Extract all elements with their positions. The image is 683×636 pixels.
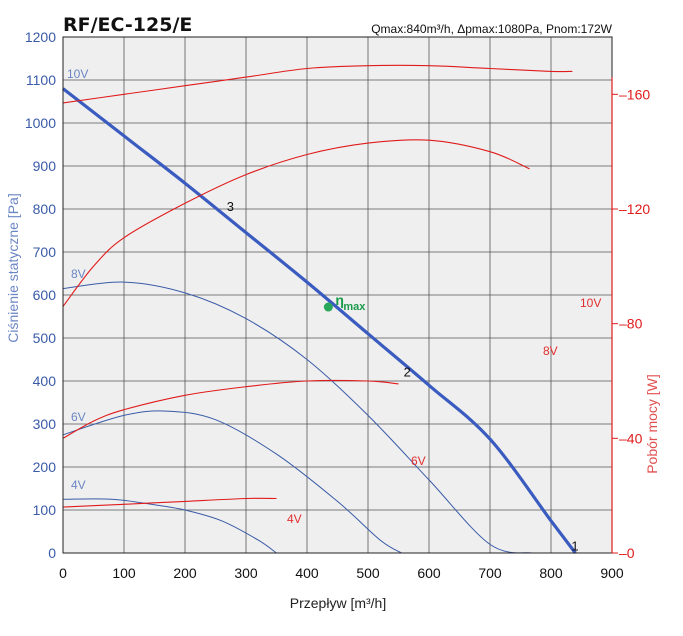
chart-title: RF/EC-125/E — [63, 14, 192, 36]
y-left-tick-label: 300 — [33, 416, 57, 432]
y-left-tick-label: 1000 — [25, 115, 56, 131]
x-axis-label: Przepływ [m³/h] — [290, 595, 386, 611]
eta-max-point — [323, 302, 333, 312]
power-curve-4V — [62, 497, 277, 508]
pressure-label: 10V — [67, 67, 88, 81]
eta-max-label: η — [335, 292, 344, 308]
pressure-curve-8V — [62, 281, 533, 554]
y-left-tick-label: 900 — [33, 158, 57, 174]
pressure-label: 8V — [71, 267, 86, 281]
pressure-label: 6V — [71, 410, 86, 424]
y-left-tick-label: 700 — [33, 244, 57, 260]
x-tick-label: 700 — [478, 565, 502, 581]
x-tick-label: 800 — [539, 565, 563, 581]
y-left-tick-label: 200 — [33, 459, 57, 475]
power-label: 10V — [580, 296, 601, 310]
y-left-tick-label: 1200 — [25, 29, 56, 45]
x-tick-label: 200 — [173, 565, 197, 581]
y-right-tick-label: –160 — [619, 86, 650, 102]
y-left-tick-label: 1100 — [26, 72, 56, 88]
pressure-curve-6V — [62, 410, 402, 554]
y-left-tick-label: 500 — [33, 330, 57, 346]
y-axis-left-label: Ciśnienie statyczne [Pa] — [5, 193, 21, 342]
y-right-tick-label: –0 — [619, 545, 635, 561]
y-left-tick-label: 100 — [33, 502, 57, 518]
x-tick-label: 900 — [600, 565, 624, 581]
system-curve-label-3: 3 — [227, 199, 234, 214]
power-label: 8V — [543, 344, 558, 358]
y-axis-right-label: Pobór mocy [W] — [644, 374, 660, 474]
power-curve-6V — [62, 379, 399, 439]
marks-layer: 10V 8V 6V 4V 10V 8V 6V 4V 1 2 3 η max — [62, 64, 601, 554]
y-left-tick-label: 0 — [48, 545, 56, 561]
power-label: 6V — [411, 454, 426, 468]
y-right-tick-label: –40 — [619, 430, 643, 446]
chart-specs: Qmax:840m³/h, Δpmax:1080Pa, Pnom:172W — [371, 22, 612, 36]
y-left-tick-label: 600 — [33, 287, 57, 303]
system-curve-label-1: 1 — [571, 539, 578, 554]
x-tick-label: 400 — [295, 565, 319, 581]
x-tick-label: 500 — [356, 565, 380, 581]
y-right-tick-label: –120 — [619, 201, 650, 217]
pressure-curve-4V — [62, 498, 277, 554]
pressure-curve-10V — [62, 87, 577, 554]
x-tick-label: 100 — [112, 565, 136, 581]
x-tick-label: 600 — [417, 565, 441, 581]
system-curve-label-2: 2 — [404, 364, 411, 379]
y-left-tick-label: 400 — [33, 373, 57, 389]
y-right-tick-label: –80 — [619, 316, 643, 332]
power-curve-8V — [62, 139, 530, 307]
x-tick-label: 0 — [59, 565, 67, 581]
tick-labels: 0 100 200 300 400 500 600 700 800 900 0 100 200 300 40… — [25, 29, 651, 581]
eta-max-subscript: max — [343, 301, 366, 313]
power-label: 4V — [287, 512, 302, 526]
y-left-tick-label: 800 — [33, 201, 57, 217]
pressure-label: 4V — [71, 478, 86, 492]
power-curve-10V — [62, 64, 573, 104]
x-tick-label: 300 — [234, 565, 258, 581]
